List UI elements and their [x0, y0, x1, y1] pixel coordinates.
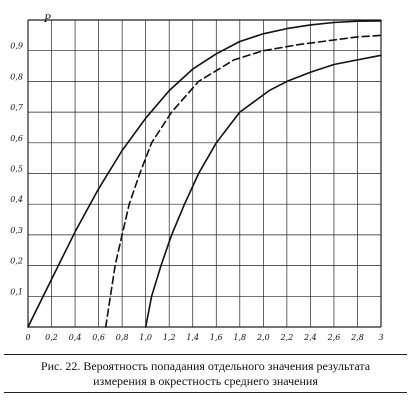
figure-caption-line1: Рис. 22. Вероятность попадания отдельног… [40, 359, 371, 373]
x-tick-label: 2,6 [327, 333, 341, 342]
x-tick-label: 0,4 [69, 333, 82, 342]
y-tick-label: 0,2 [10, 257, 23, 266]
x-tick-label: 1,0 [139, 333, 152, 342]
caption-rule-bottom [4, 392, 407, 393]
y-tick-label: 0,5 [10, 165, 23, 174]
y-tick-label: 0,3 [10, 226, 23, 235]
x-tick-label: 0,8 [116, 333, 129, 342]
curve-1-solid [27, 20, 382, 328]
grid [27, 19, 382, 328]
x-tick-label: 1,8 [233, 333, 246, 342]
figure-caption-line2: измерения в окрестность среднего значени… [93, 374, 318, 388]
x-tick-label: 3 [378, 333, 383, 342]
curves [27, 20, 382, 328]
x-tick-label: 1,4 [186, 333, 199, 342]
y-tick-label: 0,4 [10, 195, 23, 204]
y-tick-label: 0,9 [10, 42, 23, 51]
y-tick-label: 0,1 [10, 287, 23, 296]
x-tick-label: 0,2 [45, 333, 58, 342]
y-axis-label: P [43, 14, 51, 25]
y-tick-label: 0,8 [10, 72, 23, 81]
x-tick-label: 2,4 [303, 333, 317, 342]
y-tick-label: 0,6 [10, 134, 23, 143]
x-tick-label: 0 [25, 333, 30, 342]
caption-rule-top [4, 354, 407, 355]
x-tick-label: 0,6 [92, 333, 105, 342]
tick-labels: 0 0,2 0,4 0,6 0,8 1,0 1,2 1,4 1,6 1,8 2,0 2,2 2,4 2,6… [10, 42, 383, 342]
x-tick-label: 1,2 [163, 333, 176, 342]
x-tick-label: 2,8 [350, 333, 364, 342]
curve-2-dashed [104, 34, 382, 328]
x-tick-label: 1,6 [210, 333, 223, 342]
probability-chart: 0 0,2 0,4 0,6 0,8 1,0 1,2 1,4 1,6 1,8 2,0 2,2 2,4 2,6… [10, 14, 383, 342]
y-tick-label: 0,7 [10, 103, 24, 112]
x-tick-label: 2,0 [256, 333, 270, 342]
curve-3-solid [144, 54, 382, 328]
x-tick-label: 2,2 [279, 333, 293, 342]
